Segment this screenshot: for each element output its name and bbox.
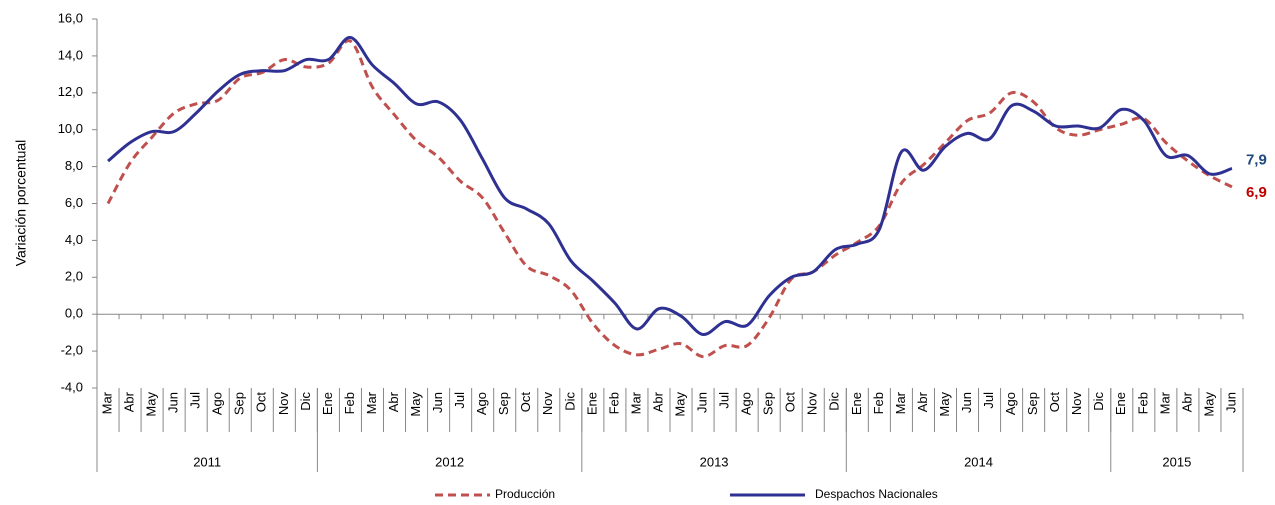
x-tick-label: Mar [364,391,379,414]
data-label: 6,9 [1246,184,1267,201]
x-tick-label: Ago [1003,392,1018,415]
x-tick-label: Jun [430,392,445,413]
x-tick-label: May [144,392,159,417]
x-tick-label: Nov [805,392,820,416]
x-tick-label: Jun [694,392,709,413]
x-tick-label: Mar [1157,391,1172,414]
x-tick-label: Jul [981,392,996,409]
y-tick-label: 8,0 [65,158,83,173]
x-tick-label: Dic [562,392,577,411]
group-label: 2015 [1162,454,1191,469]
y-tick-label: 6,0 [65,195,83,210]
x-tick-label: Oct [783,392,798,413]
y-tick-label: 2,0 [65,269,83,284]
x-tick-label: Dic [1091,392,1106,411]
x-tick-label: Oct [1047,392,1062,413]
y-tick-label: -4,0 [61,379,83,394]
x-tick-label: Jun [959,392,974,413]
x-tick-label: Oct [518,392,533,413]
x-tick-label: Abr [121,391,136,412]
x-tick-label: Nov [540,392,555,416]
y-tick-label: 14,0 [58,47,83,62]
data-label: 7,9 [1246,151,1267,168]
x-tick-label: Sep [232,392,247,415]
y-tick-label: 0,0 [65,306,83,321]
x-tick-label: Mar [893,391,908,414]
x-tick-label: May [672,392,687,417]
x-tick-label: Jul [717,392,732,409]
x-tick-label: Jun [166,392,181,413]
group-label: 2013 [700,454,729,469]
y-tick-label: 10,0 [58,121,83,136]
x-tick-label: Oct [254,392,269,413]
x-tick-label: Ene [584,392,599,415]
line [107,35,1233,336]
y-axis-label: Variación porcentual [13,140,29,267]
x-tick-label: Abr [386,391,401,412]
line [106,39,1233,359]
x-tick-label: Abr [915,391,930,412]
group-label: 2011 [193,454,221,469]
group-label: 2014 [964,454,993,469]
x-tick-label: Ene [849,392,864,415]
x-tick-label: May [408,392,423,417]
y-tick-label: 16,0 [58,10,83,25]
x-tick-label: Feb [871,392,886,414]
y-tick-label: 4,0 [65,232,83,247]
x-tick-label: Mar [628,391,643,414]
x-tick-label: Jul [452,392,467,409]
x-tick-label: Feb [342,392,357,414]
x-tick-label: Sep [761,392,776,415]
x-tick-label: Ene [1113,392,1128,415]
x-tick-label: Nov [276,392,291,416]
x-tick-label: Ago [210,392,225,415]
x-tick-label: Abr [650,391,665,412]
x-tick-label: Sep [1025,392,1040,415]
x-tick-label: Feb [1135,392,1150,414]
x-tick-label: Feb [606,392,621,414]
x-tick-label: Ene [320,392,335,415]
x-tick-label: May [937,392,952,417]
y-tick-label: -2,0 [61,343,83,358]
legend-label: Producción [495,487,555,501]
x-tick-label: Abr [1179,391,1194,412]
x-tick-label: Jun [1223,392,1238,413]
x-tick-label: Ago [739,392,754,415]
legend-label: Despachos Nacionales [815,487,938,501]
x-tick-label: Nov [1069,392,1084,416]
x-tick-label: Dic [827,392,842,411]
x-tick-label: Mar [99,391,114,414]
x-tick-label: Ago [474,392,489,415]
y-tick-label: 12,0 [58,84,83,99]
x-tick-label: Jul [188,392,203,409]
group-label: 2012 [435,454,464,469]
x-tick-label: May [1201,392,1216,417]
x-tick-label: Dic [298,392,313,411]
x-tick-label: Sep [496,392,511,415]
